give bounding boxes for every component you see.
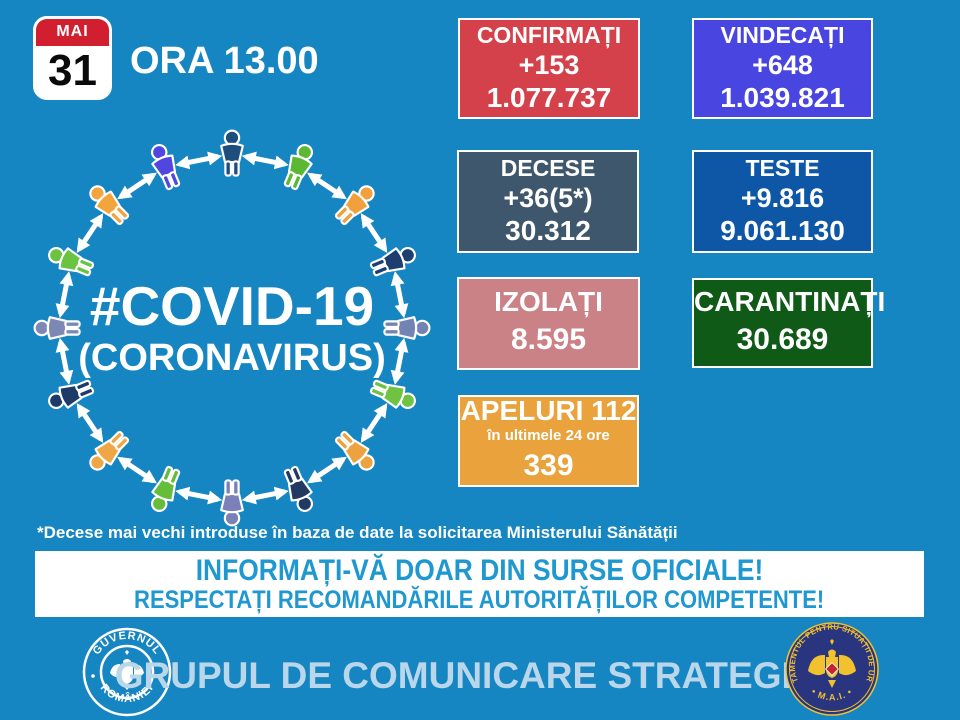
coronavirus-subtitle: (CORONAVIRUS)	[78, 337, 386, 379]
calendar-day: 31	[48, 46, 97, 96]
exchange-arrow	[175, 486, 223, 505]
dsu-eagle-icon	[808, 639, 856, 688]
person-icon	[150, 465, 181, 512]
person-icon	[33, 316, 81, 340]
footnote: *Decese mai vechi introduse în baza de d…	[37, 523, 678, 542]
stat-decese-total: 30.312	[505, 215, 591, 247]
person-icon	[89, 430, 130, 471]
exchange-arrow	[360, 213, 388, 253]
time-label: ORA 13.00	[130, 40, 319, 82]
stat-decese: DECESE +36(5*) 30.312	[457, 150, 639, 253]
stat-teste-delta: +9.816	[740, 182, 825, 213]
stat-teste-total: 9.061.130	[720, 215, 845, 247]
banner-line2: RESPECTAȚI RECOMANDĂRILE AUTORITĂȚILOR C…	[35, 586, 924, 615]
footer-title: GRUPUL DE COMUNICARE STRATEGICĂ	[114, 655, 846, 696]
gov-logo-outer-ring	[82, 627, 172, 717]
stat-vindecati-total: 1.039.821	[720, 82, 845, 114]
people-circle-graphic: #COVID-19 (CORONAVIRUS)	[33, 129, 431, 527]
stat-teste-label: TESTE	[745, 155, 820, 182]
stat-apeluri-label: APELURI 112	[460, 395, 637, 427]
exchange-arrow	[175, 151, 223, 170]
official-sources-banner: INFORMAȚI-VĂ DOAR DIN SURSE OFICIALE! RE…	[35, 551, 924, 617]
exchange-arrow	[55, 337, 74, 385]
stat-izolati-total: 8.595	[510, 323, 587, 357]
exchange-arrow	[76, 213, 104, 253]
stat-carantinati: CARANTINAȚI 30.689	[692, 278, 886, 368]
person-icon	[369, 379, 416, 410]
exchange-arrow	[241, 151, 289, 170]
person-icon	[220, 129, 244, 177]
stat-izolati: IZOLAȚI 8.595	[457, 277, 640, 370]
stat-izolati-label: IZOLAȚI	[494, 286, 603, 318]
covid-title: #COVID-19	[90, 275, 374, 337]
exchange-arrow	[76, 403, 104, 443]
exchange-arrow	[360, 403, 388, 443]
stat-confirmati-label: CONFIRMAȚI	[476, 22, 622, 49]
exchange-arrow	[241, 486, 289, 505]
gov-logo-left-dot	[91, 674, 95, 678]
exchange-arrow	[307, 172, 347, 200]
gov-logo-right-dot	[159, 674, 163, 678]
person-icon	[334, 430, 375, 471]
person-icon	[283, 465, 314, 512]
banner-line1-text: INFORMAȚI-VĂ DOAR DIN SURSE OFICIALE!	[195, 554, 764, 587]
banner-line2-text: RESPECTAȚI RECOMANDĂRILE AUTORITĂȚILOR C…	[134, 586, 825, 614]
stat-decese-label: DECESE	[500, 155, 596, 182]
person-icon	[150, 144, 181, 191]
stat-vindecati: VINDECAȚI +648 1.039.821	[692, 18, 873, 119]
stat-teste: TESTE +9.816 9.061.130	[692, 150, 873, 253]
stat-apeluri-112: APELURI 112 în ultimele 24 ore 339	[458, 395, 639, 487]
stat-carantinati-label: CARANTINAȚI	[694, 285, 886, 317]
exchange-arrow	[55, 271, 74, 319]
stat-confirmati-total: 1.077.737	[486, 82, 612, 114]
stat-confirmati-delta: +153	[518, 49, 580, 80]
exchange-arrow	[390, 271, 409, 319]
calendar-icon: MAI 31	[33, 16, 112, 100]
person-icon	[369, 246, 416, 277]
stat-vindecati-delta: +648	[752, 49, 813, 80]
stat-confirmati: CONFIRMAȚI +153 1.077.737	[458, 18, 640, 119]
person-icon	[334, 185, 375, 226]
exchange-arrow	[117, 456, 157, 484]
svg-text:• M.A.I. •: • M.A.I. •	[810, 686, 855, 702]
person-icon	[220, 479, 244, 527]
eagle-crest-icon	[110, 650, 144, 690]
guvernul-romaniei-logo: GUVERNUL ROMÂNIEI	[82, 627, 172, 717]
person-icon	[48, 379, 95, 410]
stat-decese-delta: +36(5*)	[503, 182, 593, 213]
person-icon	[89, 185, 130, 226]
banner-line1: INFORMAȚI-VĂ DOAR DIN SURSE OFICIALE!	[35, 554, 924, 587]
stat-apeluri-sublabel: în ultimele 24 ore	[487, 426, 610, 444]
stat-apeluri-total: 339	[523, 449, 574, 483]
gov-logo-inner-ring	[99, 644, 155, 700]
calendar-month: MAI	[36, 19, 109, 46]
dsu-logo-ring	[789, 626, 875, 712]
exchange-arrow	[117, 172, 157, 200]
dsu-mai-logo: DEPARTAMENTUL PENTRU SITUAȚII DE URGENȚĂ…	[784, 621, 879, 716]
person-icon	[283, 144, 314, 191]
exchange-arrow	[307, 456, 347, 484]
stat-carantinati-total: 30.689	[736, 322, 829, 356]
person-icon	[48, 246, 95, 277]
stat-vindecati-label: VINDECAȚI	[720, 22, 845, 49]
dsu-logo-mai-text: • M.A.I. •	[810, 686, 854, 702]
person-icon	[383, 316, 431, 340]
exchange-arrow	[390, 337, 409, 385]
